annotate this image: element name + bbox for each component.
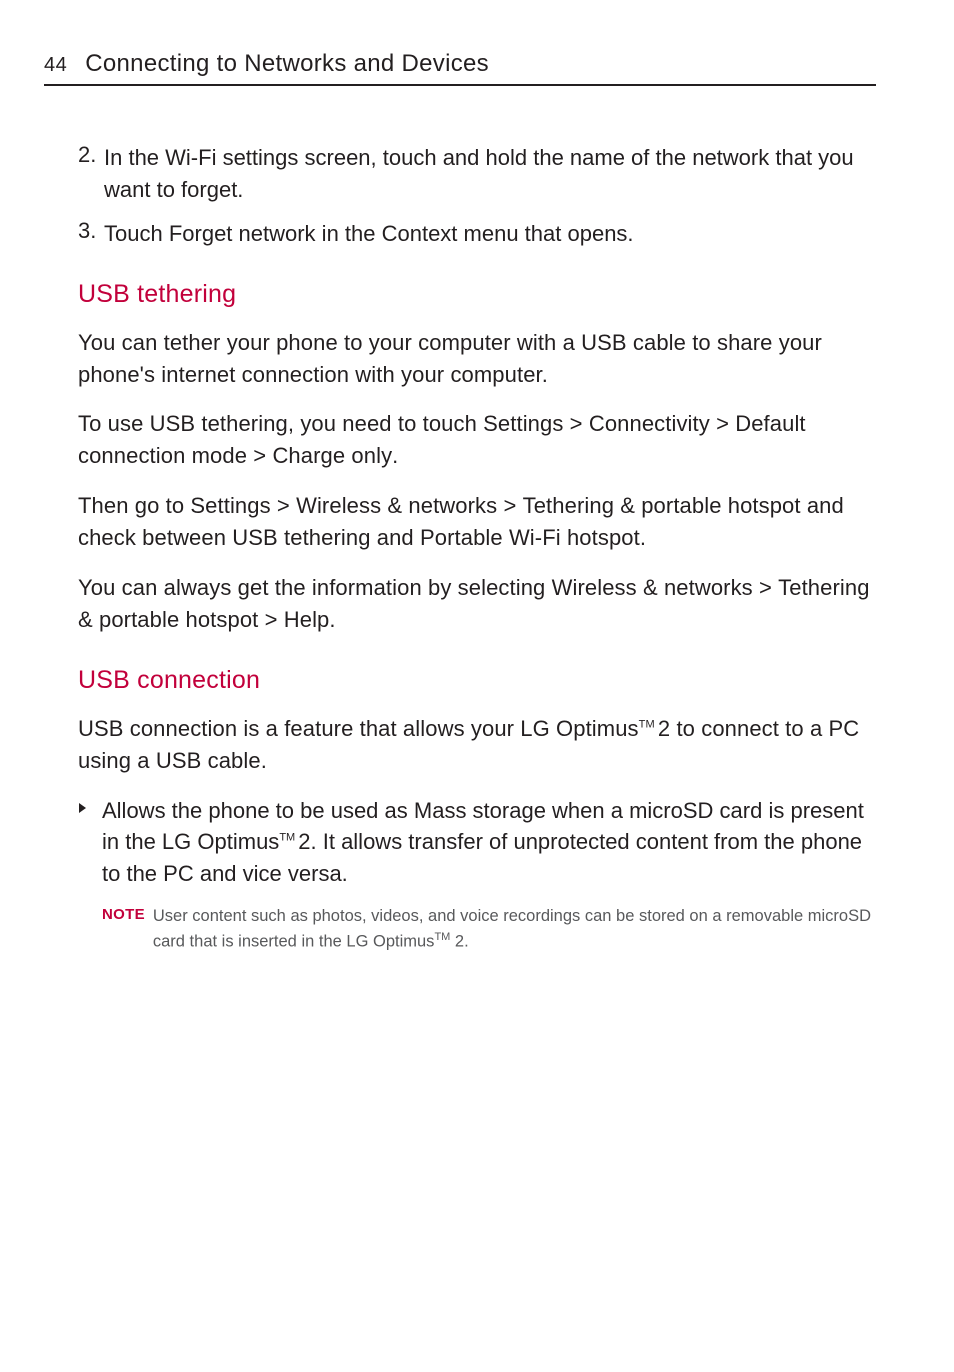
text-run: . [392,443,398,468]
bold-run: USB tethering [232,525,370,550]
page-header: 44 Connecting to Networks and Devices [44,50,876,86]
bold-run: Settings [483,411,563,436]
step-3: 3. Touch Forget network in the Context m… [78,218,876,250]
text-run: User content such as photos, videos, and… [153,907,871,950]
note: NOTE User content such as photos, videos… [78,904,876,954]
section-heading-usb-tethering: USB tethering [78,280,876,309]
trademark: TM [639,718,658,730]
text-run: > [258,607,283,632]
paragraph: Then go to Settings > Wireless & network… [78,490,876,554]
bold-run: Portable Wi-Fi hotspot [420,525,640,550]
bullet-icon [78,795,102,891]
bold-run: Connectivity [589,411,710,436]
page-content: 2. In the Wi-Fi settings screen, touch a… [44,142,876,954]
text-run: Touch [104,221,169,246]
text-run: USB connection is a feature that allows … [78,716,639,741]
text-run: > [563,411,588,436]
note-text: User content such as photos, videos, and… [153,904,876,954]
text-run: and [371,525,420,550]
bold-run: Help [284,607,330,632]
bold-run: Charge only [272,443,392,468]
bold-run: Settings [190,493,270,518]
text-run: . [640,525,646,550]
bold-run: Wireless & networks [552,575,753,600]
text-run: 2. [450,933,468,951]
page-number: 44 [44,54,67,77]
text-run: To use USB tethering, you need to touch [78,411,483,436]
note-label: NOTE [102,904,145,954]
text-run: . [329,607,335,632]
step-2: 2. In the Wi-Fi settings screen, touch a… [78,142,876,206]
section-heading-usb-connection: USB connection [78,666,876,695]
paragraph: You can always get the information by se… [78,572,876,636]
text-run: You can always get the information by se… [78,575,552,600]
page: 44 Connecting to Networks and Devices 2.… [0,0,954,1372]
step-text: In the Wi-Fi settings screen, touch and … [104,142,876,206]
bullet-item: Allows the phone to be used as Mass stor… [78,795,876,891]
trademark: TM [434,931,450,943]
bold-run: Forget network [169,221,316,246]
step-text: Touch Forget network in the Context menu… [104,218,634,250]
paragraph: To use USB tethering, you need to touch … [78,408,876,472]
text-run: > [753,575,778,600]
step-number: 2. [78,142,104,206]
text-run: > [710,411,735,436]
text-run: in the Context menu that opens. [316,221,634,246]
step-number: 3. [78,218,104,250]
paragraph: USB connection is a feature that allows … [78,713,876,777]
text-run: > [271,493,296,518]
text-run: > [247,443,272,468]
page-title: Connecting to Networks and Devices [85,50,489,78]
paragraph: You can tether your phone to your comput… [78,327,876,391]
bullet-text: Allows the phone to be used as Mass stor… [102,795,876,891]
bold-run: Wireless & networks [296,493,497,518]
trademark: TM [279,832,298,844]
text-run: Then go to [78,493,190,518]
bold-run: Tethering & portable hotspot [523,493,801,518]
text-run: > [497,493,522,518]
